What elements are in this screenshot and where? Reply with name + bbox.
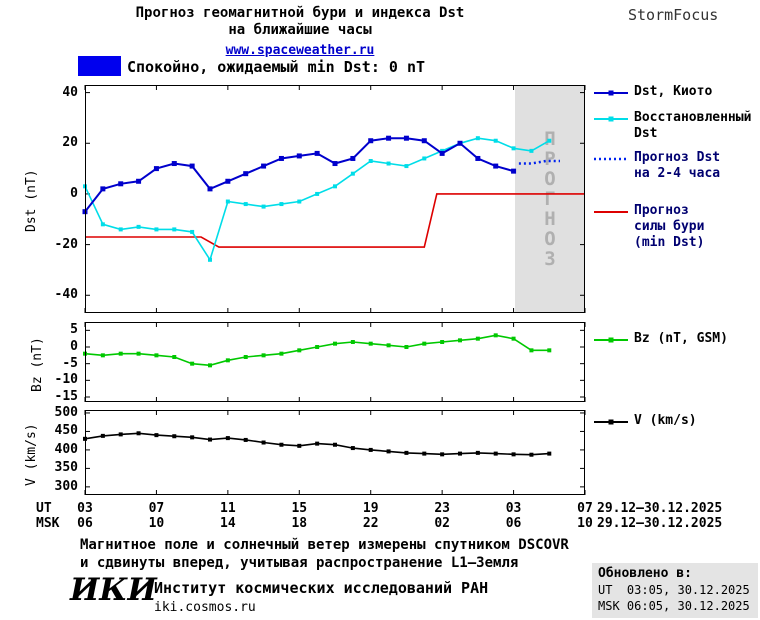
institute-site-wrap: iki.cosmos.ru <box>154 600 256 615</box>
iki-logo: ИКИ <box>70 572 157 608</box>
legend-label: V (km/s) <box>634 413 697 428</box>
y-tick-label: 350 <box>54 460 78 476</box>
legend-line-sample <box>594 116 628 122</box>
page-subtitle: на ближайшие часы <box>228 22 372 38</box>
msk-row-label: MSK <box>36 516 60 531</box>
v-chart-panel <box>83 410 586 495</box>
ut-tick-label: 23 <box>434 501 450 516</box>
footer-note-line1: Магнитное поле и солнечный ветер измерен… <box>80 537 569 553</box>
y-tick-label: -5 <box>62 355 78 371</box>
svg-text:О: О <box>544 228 555 250</box>
bz-chart-panel <box>83 322 586 402</box>
ut-tick-label: 19 <box>362 501 379 516</box>
y-tick-label: -20 <box>54 236 78 252</box>
svg-text:О: О <box>544 168 555 190</box>
storm-status-label: Спокойно, ожидаемый min Dst: 0 nT <box>127 58 426 76</box>
legend-label: Прогноз Dst на 2-4 часа <box>634 150 721 181</box>
y-tick-label: 5 <box>70 322 78 338</box>
legend-label: Bz (nT, GSM) <box>634 331 728 346</box>
ut-tick-label: 07 <box>148 501 165 516</box>
legend-item: Bz (nT, GSM) <box>594 331 728 347</box>
msk-tick-label: 02 <box>434 516 450 531</box>
updated-ut: UT 03:05, 30.12.2025 <box>598 583 750 597</box>
legend-label: Прогноз силы бури (min Dst) <box>634 203 705 250</box>
y-tick-label: 450 <box>54 423 78 439</box>
msk-date-range: 29.12–30.12.2025 <box>597 516 723 531</box>
legend-line-sample <box>594 211 628 213</box>
legend-label: Восстановленный Dst <box>634 110 752 141</box>
ut-tick-label: 15 <box>291 501 308 516</box>
footer-note-line2: и сдвинуты вперед, учитывая распростране… <box>80 555 519 571</box>
y-tick-label: -40 <box>54 287 78 303</box>
y-tick-label: 20 <box>62 135 78 151</box>
legend-label: Dst, Киото <box>634 84 713 99</box>
legend-line-sample <box>594 419 628 425</box>
dst-chart-panel: ПРОГНОЗ <box>82 85 586 313</box>
msk-tick-label: 18 <box>291 516 308 531</box>
msk-tick-label: 10 <box>148 516 165 531</box>
ut-tick-label: 03 <box>77 501 93 516</box>
y-tick-label: -10 <box>54 372 78 388</box>
legend-item: Прогноз силы бури (min Dst) <box>594 203 704 251</box>
msk-tick-row: 06 10 14 18 22 02 06 10 <box>0 516 760 532</box>
y-tick-label: 400 <box>54 441 78 457</box>
legend-line-sample <box>594 157 628 161</box>
storm-level-swatch <box>78 56 121 76</box>
ut-date-range: 29.12–30.12.2025 <box>597 501 723 516</box>
y-tick-label: 0 <box>70 339 78 354</box>
msk-tick-label: 06 <box>77 516 93 531</box>
legend-item: Прогноз Dst на 2-4 часа <box>594 150 720 182</box>
chart-legend: Dst, Киото Восстановленный Dst Прогноз Dst н… <box>594 0 760 560</box>
updated-msk: MSK 06:05, 30.12.2025 <box>598 599 750 613</box>
y-tick-label: -15 <box>54 389 78 404</box>
updated-panel: Обновлено в: UT 03:05, 30.12.2025 MSK 06… <box>592 563 758 618</box>
ut-row-label: UT <box>36 501 52 516</box>
svg-text:Н: Н <box>544 208 555 230</box>
svg-text:Р: Р <box>544 148 555 170</box>
iki-site-link[interactable]: iki.cosmos.ru <box>154 600 256 615</box>
legend-line-sample <box>594 337 628 343</box>
svg-text:Г: Г <box>544 188 555 210</box>
y-tick-label: 0 <box>70 185 78 201</box>
ut-tick-label: 11 <box>220 501 236 516</box>
updated-label: Обновлено в: <box>598 566 692 581</box>
msk-tick-label: 06 <box>505 516 522 531</box>
y-tick-label: 40 <box>62 84 78 100</box>
brand-label: StormFocus <box>628 6 719 24</box>
institute-name: Институт космических исследований РАН <box>154 579 489 597</box>
site-link-wrap: www.spaceweather.ru <box>60 39 540 58</box>
legend-item: Восстановленный Dst <box>594 110 751 142</box>
svg-text:З: З <box>544 248 555 270</box>
spaceweather-link[interactable]: www.spaceweather.ru <box>225 43 375 58</box>
ut-tick-label: 07 <box>577 501 593 516</box>
legend-item: V (km/s) <box>594 413 697 429</box>
legend-item: Dst, Киото <box>594 84 712 100</box>
msk-tick-label: 10 <box>577 516 593 531</box>
legend-line-sample <box>594 90 628 96</box>
ut-tick-row: 03 07 11 15 19 23 03 07 <box>0 501 760 517</box>
y-tick-label: 500 <box>54 404 78 420</box>
ut-tick-label: 03 <box>505 501 522 516</box>
y-tick-label: 300 <box>54 478 78 494</box>
msk-tick-label: 14 <box>220 516 236 531</box>
msk-tick-label: 22 <box>362 516 379 531</box>
page-title: Прогноз геомагнитной бури и индекса Dst <box>135 5 465 21</box>
